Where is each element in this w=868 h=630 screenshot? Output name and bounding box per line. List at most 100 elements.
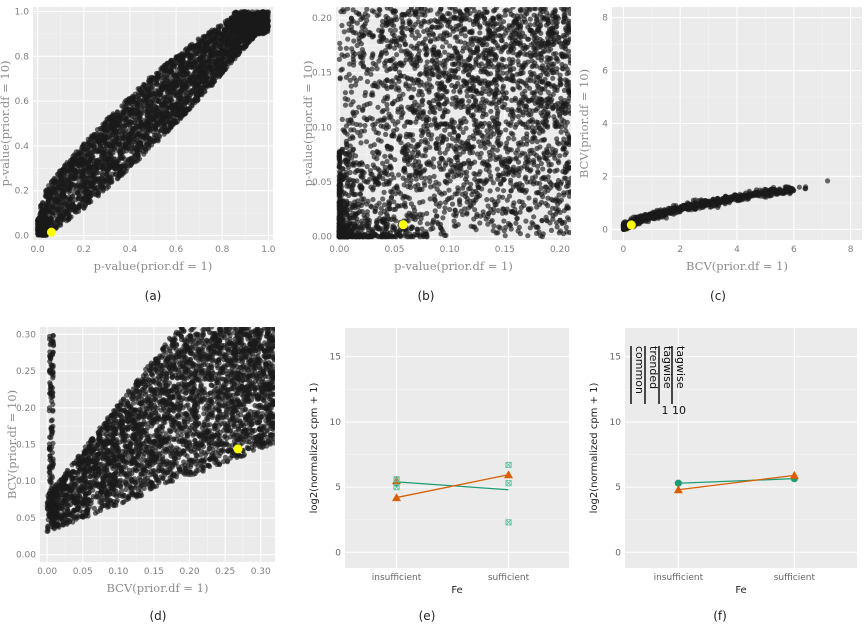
data-point [464,199,470,205]
data-point [233,35,239,41]
data-point [68,157,74,163]
data-point [118,163,125,169]
data-point [348,83,354,89]
data-point [192,60,198,66]
data-point [195,56,201,63]
data-point [353,78,360,84]
data-point [135,153,141,159]
data-point [197,91,203,98]
data-point [491,223,497,229]
x-tick-label: 0.6 [169,245,184,255]
data-point [59,216,65,222]
data-point [120,129,126,135]
data-point [131,139,137,145]
data-point [444,146,451,152]
data-point [186,106,192,112]
data-point [102,121,108,127]
data-point [424,210,430,217]
data-point [111,165,117,171]
data-point [101,139,107,145]
data-point [158,122,164,128]
data-point [93,158,99,164]
data-point [79,179,85,185]
data-point [446,187,452,193]
data-point [200,34,206,40]
data-point [59,167,65,173]
data-point [54,219,60,225]
data-point [229,39,235,46]
data-point [81,189,87,195]
data-point [232,20,239,26]
data-point [238,15,244,21]
data-point [535,55,541,61]
data-point [229,44,236,50]
data-point [226,50,232,56]
x-tick-label: 0.20 [550,245,570,255]
data-point [116,172,122,178]
data-point [44,222,50,228]
data-point [143,99,149,106]
data-point [87,152,93,158]
data-point [145,120,152,126]
data-point [203,85,209,91]
data-point [126,96,132,102]
data-point [386,111,392,117]
x-tick-label: 0.00 [329,245,349,255]
data-point [68,214,74,220]
data-point [411,86,417,92]
y-tick-label: 0.05 [312,178,332,188]
data-point [104,168,110,174]
data-point [123,144,129,150]
data-point [191,56,197,62]
data-point [155,73,161,80]
data-point [206,39,212,45]
data-point [109,120,115,126]
x-tick-label: 0.2 [77,245,91,255]
data-points [35,8,271,238]
data-point [88,157,94,163]
data-point [188,53,194,59]
data-point [207,54,213,60]
data-point [403,25,410,32]
x-tick-label: 0.15 [495,245,515,255]
data-point [78,196,85,203]
data-point [261,15,267,21]
data-point [141,82,147,88]
data-point [62,172,68,178]
data-point [108,132,114,138]
data-point [364,116,370,123]
data-point [568,175,571,181]
data-point [501,188,507,194]
data-point [78,155,84,162]
data-point [236,43,242,50]
data-point [229,56,235,62]
data-point [105,181,111,187]
y-tick-label: 0.10 [312,123,332,133]
data-point [192,96,199,102]
data-point [110,171,116,177]
data-point [204,74,210,81]
data-point [153,81,160,87]
x-tick-label: 0.10 [440,245,460,255]
data-point [110,141,117,147]
data-point [221,67,227,73]
data-point [182,108,188,114]
y-tick-label: 0.20 [312,14,332,24]
x-tick-label: 1.0 [261,245,276,255]
data-point [396,172,402,178]
data-point [185,86,191,93]
data-point [418,175,424,181]
data-point [101,152,107,158]
data-point [197,64,203,71]
data-point [196,82,202,88]
highlight-point [46,227,56,237]
data-point [351,62,357,68]
data-point [137,147,143,153]
data-point [50,204,56,210]
data-point [348,127,354,133]
data-point [183,75,189,81]
data-point [168,96,174,102]
data-point [152,103,158,109]
data-point [113,129,119,135]
data-point [70,201,76,207]
